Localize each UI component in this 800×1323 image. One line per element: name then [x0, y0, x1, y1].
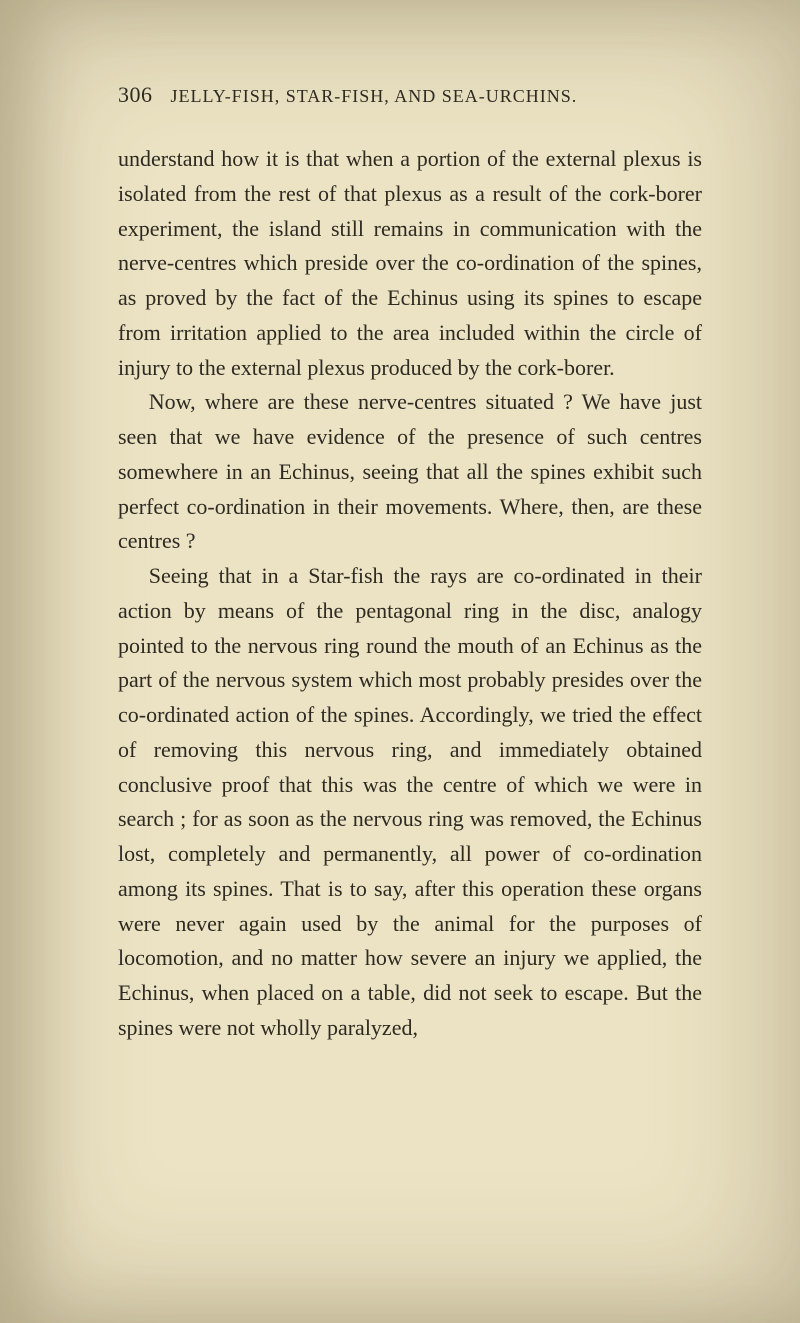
page-header: 306 JELLY-FISH, STAR-FISH, AND SEA-URCHI… — [118, 82, 702, 108]
running-title: JELLY-FISH, STAR-FISH, AND SEA-URCHINS. — [171, 86, 578, 107]
paragraph: Seeing that in a Star-fish the rays are … — [118, 559, 702, 1046]
page-number: 306 — [118, 82, 153, 108]
paragraph: understand how it is that when a portion… — [118, 142, 702, 385]
scanned-page: 306 JELLY-FISH, STAR-FISH, AND SEA-URCHI… — [0, 0, 800, 1323]
body-text: understand how it is that when a portion… — [118, 142, 702, 1046]
paragraph: Now, where are these nerve-centres situa… — [118, 385, 702, 559]
